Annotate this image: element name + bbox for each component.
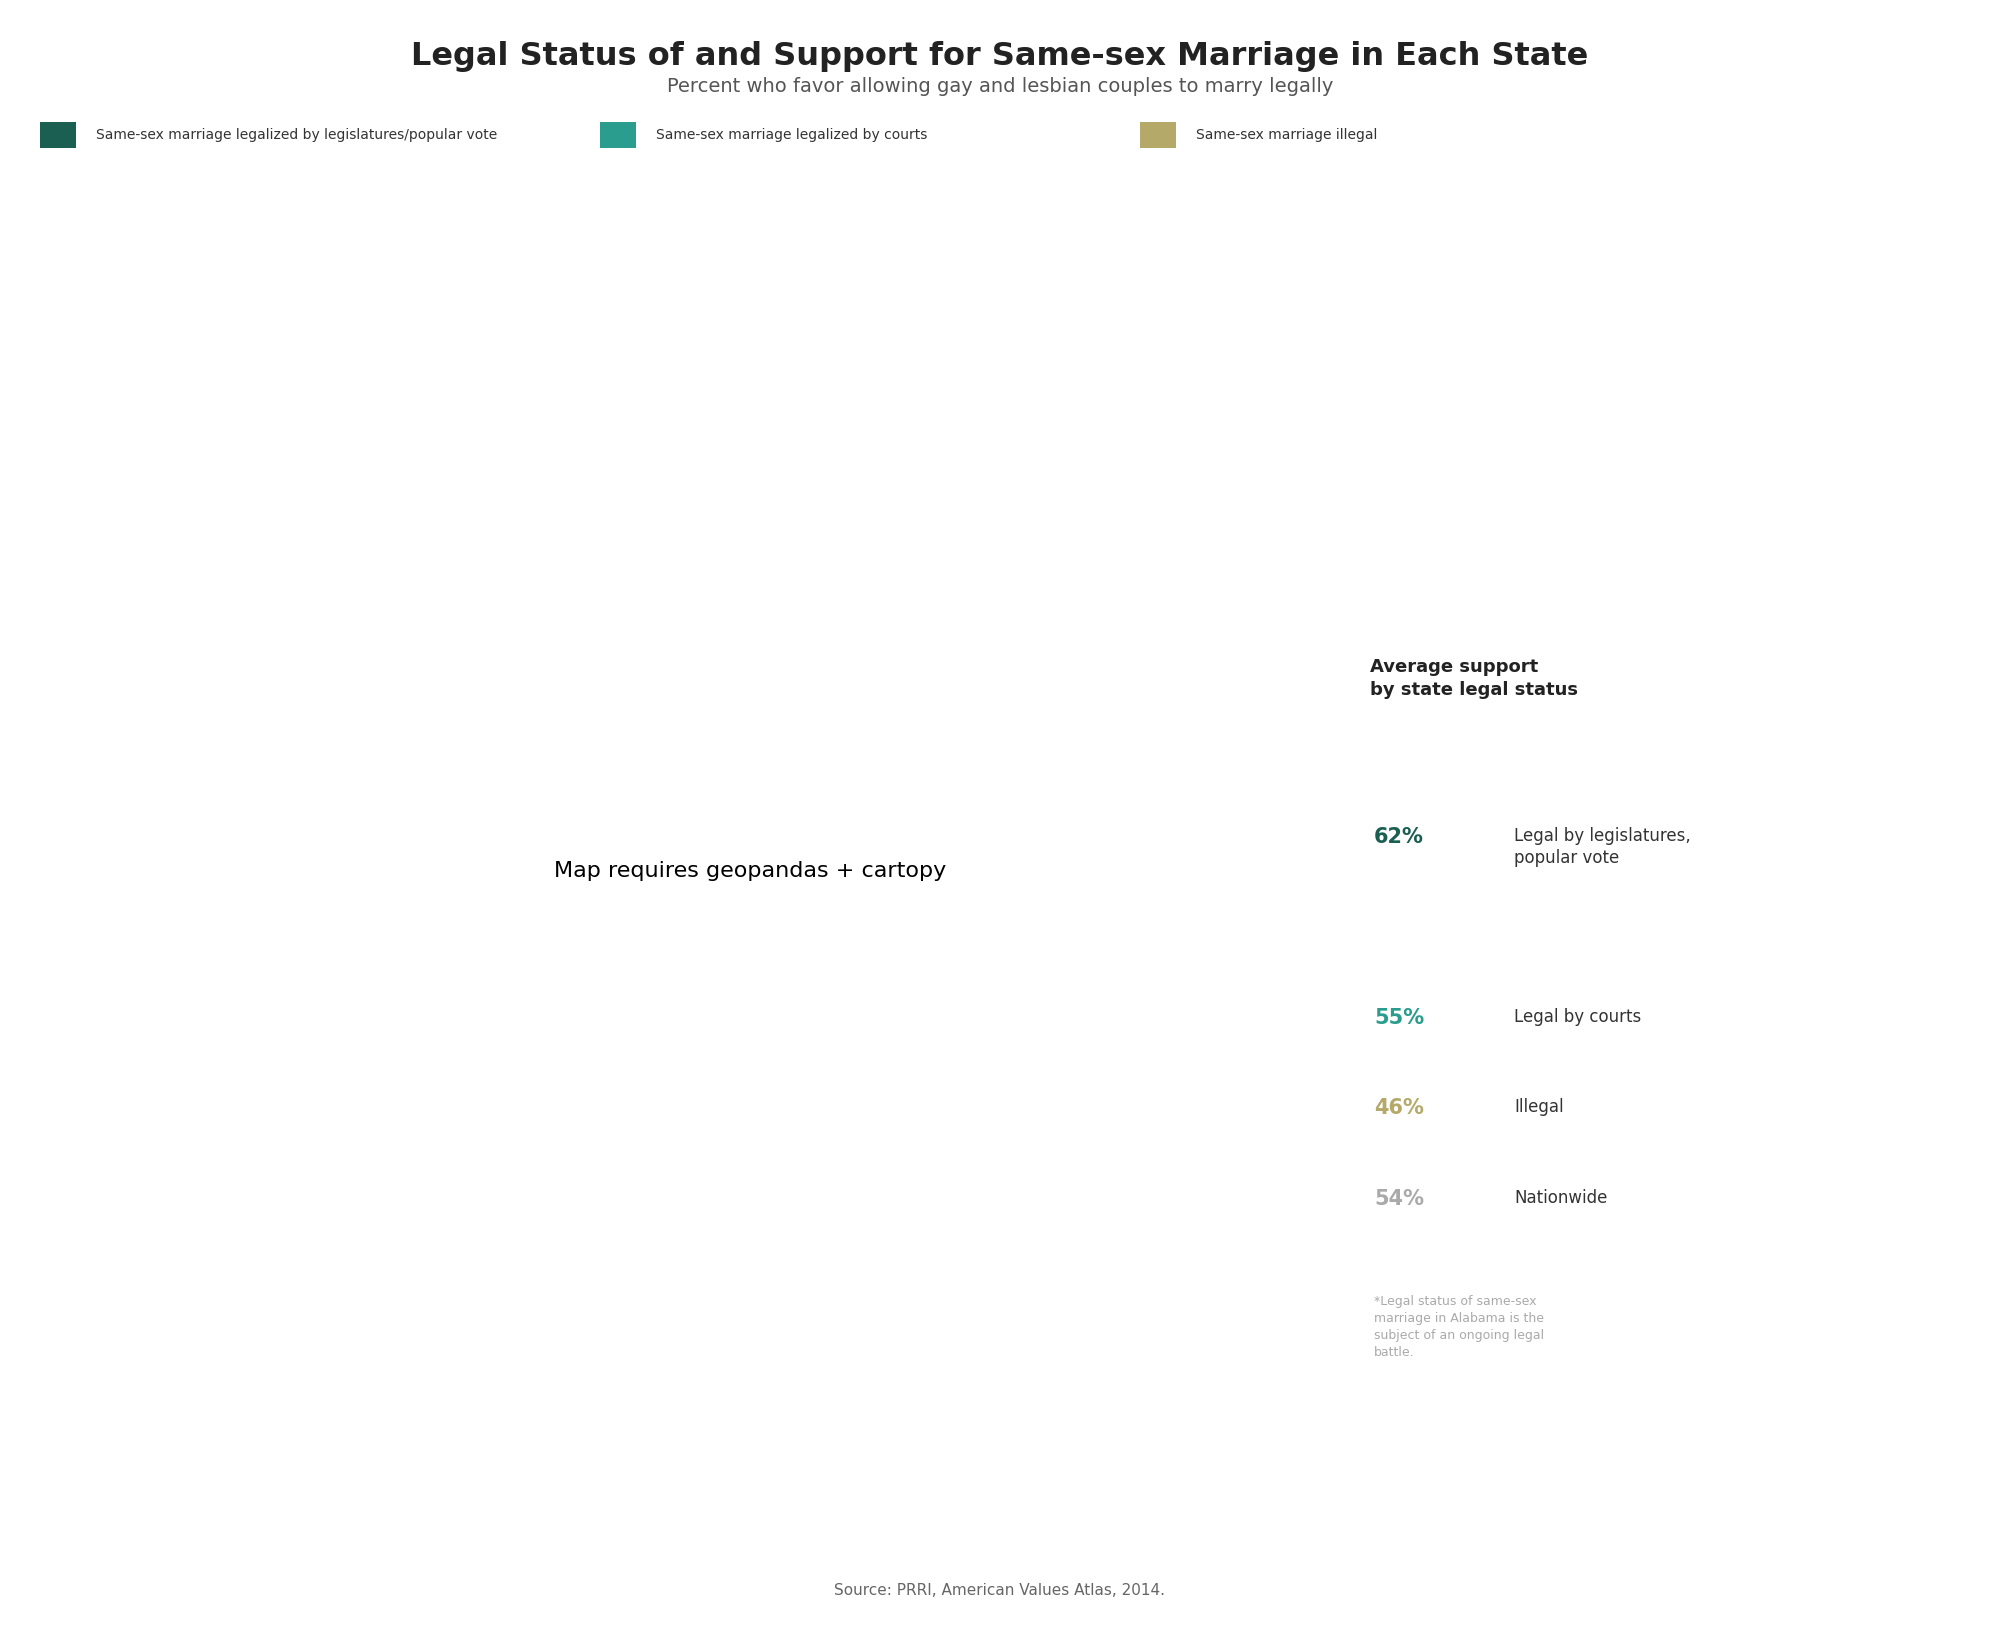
Text: Same-sex marriage illegal: Same-sex marriage illegal <box>1196 128 1378 141</box>
Text: 46%: 46% <box>1374 1098 1424 1118</box>
Text: 62%: 62% <box>1374 827 1424 847</box>
Text: Same-sex marriage legalized by legislatures/popular vote: Same-sex marriage legalized by legislatu… <box>96 128 498 141</box>
Text: Legal Status of and Support for Same-sex Marriage in Each State: Legal Status of and Support for Same-sex… <box>412 41 1588 72</box>
Text: Source: PRRI, American Values Atlas, 2014.: Source: PRRI, American Values Atlas, 201… <box>834 1583 1166 1598</box>
Text: 55%: 55% <box>1374 1008 1424 1028</box>
Text: Illegal: Illegal <box>1514 1098 1564 1116</box>
Text: *Legal status of same-sex
marriage in Alabama is the
subject of an ongoing legal: *Legal status of same-sex marriage in Al… <box>1374 1295 1544 1360</box>
Text: Legal by courts: Legal by courts <box>1514 1008 1642 1026</box>
Text: Legal by legislatures,
popular vote: Legal by legislatures, popular vote <box>1514 827 1690 866</box>
Text: Average support
by state legal status: Average support by state legal status <box>1370 658 1578 699</box>
Text: Map requires geopandas + cartopy: Map requires geopandas + cartopy <box>554 861 946 881</box>
Text: Same-sex marriage legalized by courts: Same-sex marriage legalized by courts <box>656 128 928 141</box>
Text: Nationwide: Nationwide <box>1514 1189 1608 1207</box>
Text: 54%: 54% <box>1374 1189 1424 1208</box>
Text: Percent who favor allowing gay and lesbian couples to marry legally: Percent who favor allowing gay and lesbi… <box>666 77 1334 97</box>
